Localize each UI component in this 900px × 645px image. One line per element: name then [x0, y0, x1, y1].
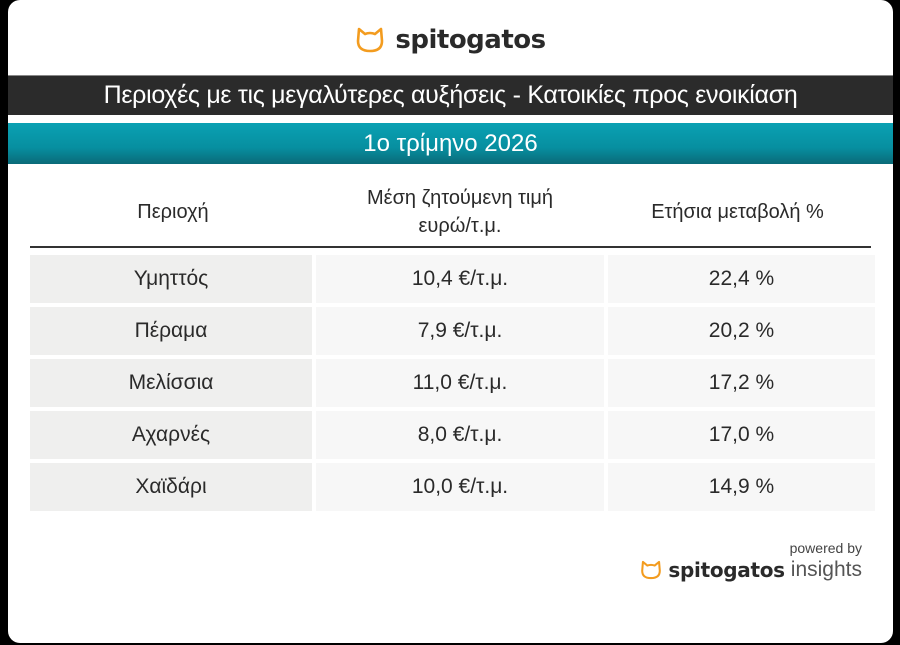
footer-brand-name: spitogatos: [668, 558, 785, 582]
period-label: 1ο τρίμηνο 2026: [363, 129, 538, 157]
price-cell: 8,0 €/τ.μ.: [316, 411, 604, 459]
column-header-area: Περιοχή: [137, 201, 209, 223]
area-cell: Αχαρνές: [30, 411, 312, 459]
column-header-change: Ετήσια μεταβολή %: [651, 201, 824, 223]
change-cell: 17,2 %: [608, 359, 875, 407]
table-row: Υμηττός 10,4 €/τ.μ. 22,4 %: [30, 255, 875, 303]
cat-outline-icon: [641, 560, 662, 580]
change-cell: 14,9 %: [608, 463, 875, 511]
powered-by-label: powered by: [789, 540, 862, 556]
table-row: Μελίσσια 11,0 €/τ.μ. 17,2 %: [30, 359, 875, 407]
table-row: Αχαρνές 8,0 €/τ.μ. 17,0 %: [30, 411, 875, 459]
cat-outline-icon: [357, 27, 384, 53]
area-cell: Υμηττός: [30, 255, 312, 303]
column-header-price: Μέση ζητούμενη τιμή ευρώ/τ.μ.: [367, 187, 553, 237]
infographic-card: spitogatos Περιοχές με τις μεγαλύτερες α…: [8, 0, 893, 643]
table-row: Πέραμα 7,9 €/τ.μ. 20,2 %: [30, 307, 875, 355]
footer-logo: spitogatos insights: [640, 558, 862, 582]
powered-by-footer: powered by spitogatos insights: [640, 540, 862, 582]
footer-product-name: insights: [790, 558, 862, 581]
change-cell: 22,4 %: [608, 255, 875, 303]
subtitle-bar: 1ο τρίμηνο 2026: [8, 123, 893, 164]
title-bar: Περιοχές με τις μεγαλύτερες αυξήσεις - Κ…: [8, 75, 893, 115]
header-divider: [30, 246, 871, 248]
change-cell: 17,0 %: [608, 411, 875, 459]
page-title: Περιοχές με τις μεγαλύτερες αυξήσεις - Κ…: [103, 81, 798, 109]
brand-logo: spitogatos: [8, 22, 893, 58]
table-body: Υμηττός 10,4 €/τ.μ. 22,4 % Πέραμα 7,9 €/…: [30, 255, 875, 515]
brand-name: spitogatos: [395, 25, 546, 55]
table-header: Περιοχή Μέση ζητούμενη τιμή ευρώ/τ.μ. Ετ…: [30, 178, 871, 246]
price-cell: 10,4 €/τ.μ.: [316, 255, 604, 303]
table-row: Χαϊδάρι 10,0 €/τ.μ. 14,9 %: [30, 463, 875, 511]
area-cell: Πέραμα: [30, 307, 312, 355]
price-cell: 10,0 €/τ.μ.: [316, 463, 604, 511]
price-cell: 7,9 €/τ.μ.: [316, 307, 604, 355]
area-cell: Μελίσσια: [30, 359, 312, 407]
change-cell: 20,2 %: [608, 307, 875, 355]
price-cell: 11,0 €/τ.μ.: [316, 359, 604, 407]
area-cell: Χαϊδάρι: [30, 463, 312, 511]
